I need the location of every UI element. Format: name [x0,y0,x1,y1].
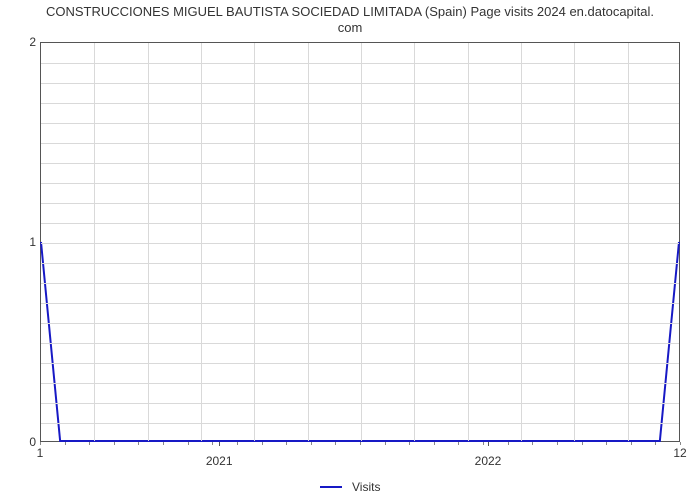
x-minor-tick [65,442,66,445]
x-minor-tick [335,442,336,445]
x-minor-tick [606,442,607,445]
x-minor-tick [582,442,583,445]
x-minor-tick [188,442,189,445]
gridline-h [41,243,679,244]
gridline-h [41,303,679,304]
title-line-2: com [338,20,363,35]
chart-legend: Visits [0,478,700,496]
x-major-label: 2021 [206,454,233,468]
legend-label: Visits [352,480,380,494]
gridline-v [254,43,255,441]
legend-swatch [320,486,342,488]
x-minor-tick [508,442,509,445]
gridline-v [148,43,149,441]
gridline-h [41,423,679,424]
gridline-v [468,43,469,441]
gridline-v [628,43,629,441]
gridline-v [574,43,575,441]
gridline-h [41,283,679,284]
x-minor-tick [360,442,361,445]
gridline-v [414,43,415,441]
x-minor-tick [89,442,90,445]
x-minor-tick [385,442,386,445]
title-line-1: CONSTRUCCIONES MIGUEL BAUTISTA SOCIEDAD … [46,4,654,19]
gridline-h [41,103,679,104]
x-minor-tick [458,442,459,445]
x-minor-tick [532,442,533,445]
gridline-h [41,143,679,144]
y-tick-label: 2 [18,35,36,49]
x-minor-tick [434,442,435,445]
x-minor-tick [311,442,312,445]
x-minor-tick [163,442,164,445]
x-major-label: 2022 [475,454,502,468]
chart-title: CONSTRUCCIONES MIGUEL BAUTISTA SOCIEDAD … [0,4,700,37]
x-minor-tick [409,442,410,445]
x-minor-tick [557,442,558,445]
x-tick-label: 1 [37,446,44,460]
gridline-v [94,43,95,441]
x-tick-label: 12 [673,446,686,460]
x-minor-tick [262,442,263,445]
gridline-h [41,263,679,264]
x-minor-tick [138,442,139,445]
gridline-h [41,323,679,324]
x-minor-tick [114,442,115,445]
x-minor-tick [483,442,484,445]
x-minor-tick [655,442,656,445]
gridline-h [41,343,679,344]
gridline-h [41,203,679,204]
plot-area [40,42,680,442]
y-tick-label: 1 [18,235,36,249]
gridline-h [41,123,679,124]
gridline-h [41,383,679,384]
y-tick-label: 0 [18,435,36,449]
visits-chart: CONSTRUCCIONES MIGUEL BAUTISTA SOCIEDAD … [0,0,700,500]
visits-line [41,242,679,441]
x-tick [219,442,220,446]
gridline-v [201,43,202,441]
x-minor-tick [631,442,632,445]
x-minor-tick [212,442,213,445]
x-minor-tick [680,442,681,445]
gridline-h [41,163,679,164]
gridline-h [41,183,679,184]
gridline-h [41,83,679,84]
gridline-v [521,43,522,441]
gridline-h [41,63,679,64]
gridline-h [41,403,679,404]
x-tick [488,442,489,446]
gridline-v [361,43,362,441]
gridline-v [308,43,309,441]
x-minor-tick [40,442,41,445]
gridline-h [41,223,679,224]
gridline-h [41,363,679,364]
x-minor-tick [237,442,238,445]
x-minor-tick [286,442,287,445]
